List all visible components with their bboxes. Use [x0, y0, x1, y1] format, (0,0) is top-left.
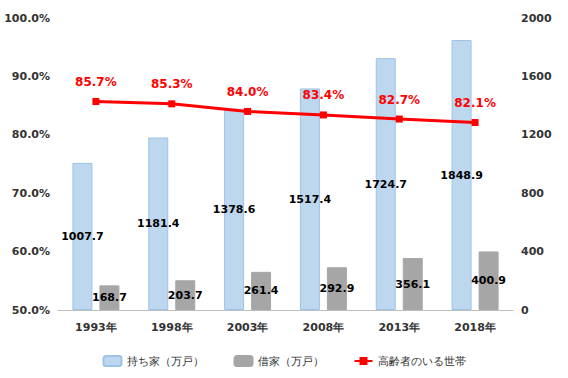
svg-text:2003年: 2003年	[227, 321, 269, 334]
svg-text:203.7: 203.7	[168, 289, 203, 302]
svg-text:2013年: 2013年	[378, 321, 420, 334]
svg-text:1848.9: 1848.9	[440, 169, 482, 182]
svg-text:1181.4: 1181.4	[137, 217, 180, 230]
svg-text:持ち家（万戸）: 持ち家（万戸）	[127, 355, 204, 368]
svg-text:60.0%: 60.0%	[12, 245, 50, 258]
svg-text:1724.7: 1724.7	[365, 178, 407, 191]
svg-text:50.0%: 50.0%	[12, 304, 50, 317]
svg-text:261.4: 261.4	[244, 284, 279, 297]
svg-text:356.1: 356.1	[395, 278, 430, 291]
svg-text:80.0%: 80.0%	[12, 128, 50, 141]
svg-text:400: 400	[521, 245, 544, 258]
svg-text:1007.7: 1007.7	[61, 230, 103, 243]
svg-text:83.4%: 83.4%	[303, 88, 345, 102]
svg-text:1200: 1200	[521, 128, 552, 141]
svg-text:85.3%: 85.3%	[151, 77, 193, 91]
svg-text:168.7: 168.7	[92, 291, 127, 304]
svg-text:292.9: 292.9	[320, 282, 355, 295]
svg-text:0: 0	[521, 304, 529, 317]
svg-text:1993年: 1993年	[75, 321, 117, 334]
svg-text:100.0%: 100.0%	[4, 12, 50, 25]
svg-text:84.0%: 84.0%	[227, 85, 269, 99]
svg-text:高齢者のいる世帯: 高齢者のいる世帯	[378, 355, 466, 368]
svg-text:2000: 2000	[521, 12, 552, 25]
svg-text:1517.4: 1517.4	[289, 193, 332, 206]
svg-text:90.0%: 90.0%	[12, 70, 50, 83]
svg-text:1378.6: 1378.6	[213, 203, 256, 216]
svg-text:82.7%: 82.7%	[378, 93, 420, 107]
svg-text:2018年: 2018年	[454, 321, 496, 334]
svg-text:82.1%: 82.1%	[454, 96, 496, 110]
svg-text:85.7%: 85.7%	[75, 75, 117, 89]
svg-text:1600: 1600	[521, 70, 552, 83]
svg-text:1998年: 1998年	[151, 321, 193, 334]
svg-text:800: 800	[521, 187, 544, 200]
svg-text:2008年: 2008年	[303, 321, 345, 334]
svg-text:400.9: 400.9	[471, 274, 506, 287]
svg-text:70.0%: 70.0%	[12, 187, 50, 200]
svg-text:借家（万戸）: 借家（万戸）	[258, 355, 324, 368]
